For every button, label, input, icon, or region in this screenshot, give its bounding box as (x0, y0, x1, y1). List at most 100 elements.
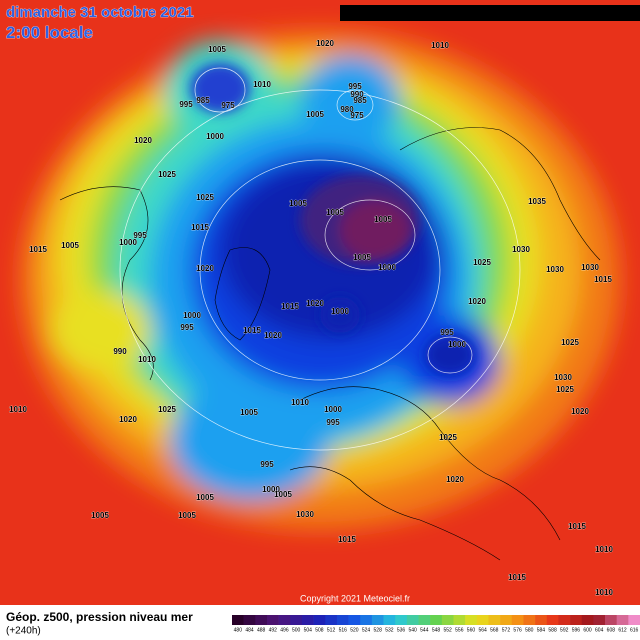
colorbar-label: 572 (502, 627, 511, 633)
isobar-label: 1010 (138, 355, 156, 364)
colorbar-label: 540 (409, 627, 418, 633)
colorbar-swatch (453, 615, 466, 625)
header-time: 2:00 locale (6, 23, 93, 42)
colorbar-swatch (301, 615, 314, 625)
footer-lead: (+240h) (6, 626, 41, 637)
colorbar-swatch (465, 615, 478, 625)
colorbar-swatch (383, 615, 396, 625)
colorbar-swatch (488, 615, 501, 625)
isobar-label: 1020 (316, 39, 334, 48)
isobars (119, 67, 521, 451)
isobar-label: 1005 (208, 45, 226, 54)
colorbar-label: 568 (490, 627, 499, 633)
isobar-label: 1030 (512, 245, 530, 254)
colorbar-swatch (255, 615, 268, 625)
isobar-label: 1005 (240, 408, 258, 417)
isobar-label: 995 (179, 100, 193, 109)
colorbar-swatch (325, 615, 338, 625)
isobar-label: 1020 (306, 299, 324, 308)
colorbar-swatch (616, 615, 629, 625)
run-box (340, 5, 640, 21)
isobar-label: 1015 (508, 573, 526, 582)
colorbar-label: 512 (327, 627, 336, 633)
isobar-label: 1030 (554, 373, 572, 382)
colorbar-label: 552 (443, 627, 452, 633)
header-date: dimanche 31 octobre 2021 (6, 4, 194, 21)
isobar-label: 1025 (158, 170, 176, 179)
colorbar-label: 584 (537, 627, 546, 633)
colorbar-label: 536 (397, 627, 406, 633)
isobar-label: 1005 (353, 253, 371, 262)
isobar-label: 995 (180, 323, 194, 332)
low-cores (190, 63, 475, 375)
colorbar-swatch (348, 615, 361, 625)
isobar-label: 1015 (191, 223, 209, 232)
isobar-label: 1010 (9, 405, 27, 414)
colorbar-label: 596 (572, 627, 581, 633)
isobar-label: 1005 (61, 241, 79, 250)
isobar-label: 1025 (561, 338, 579, 347)
isobar-label: 1010 (595, 545, 613, 554)
isobar-label: 1005 (306, 110, 324, 119)
colorbar-swatch (581, 615, 594, 625)
colorbar-swatch (441, 615, 454, 625)
isobar-label: 1005 (274, 490, 292, 499)
colorbar-label: 496 (280, 627, 289, 633)
isobar-label: 1000 (448, 340, 466, 349)
colorbar-label: 532 (385, 627, 394, 633)
colorbar-swatch (546, 615, 559, 625)
colorbar-swatch (570, 615, 583, 625)
colorbar-swatch (500, 615, 513, 625)
colorbar-swatch (523, 615, 536, 625)
colorbar-label: 516 (339, 627, 348, 633)
colorbar-swatch (313, 615, 326, 625)
isobar-label: 985 (353, 96, 367, 105)
colorbar-swatch (406, 615, 419, 625)
colorbar: 480 484 488 492 496 500 504 508 512 516 520 524 528 5… (232, 615, 640, 633)
colorbar-swatch (360, 615, 373, 625)
colorbar-label: 480 (234, 627, 243, 633)
colorbar-swatch (395, 615, 408, 625)
isobar-label: 1015 (594, 275, 612, 284)
colorbar-label: 556 (455, 627, 464, 633)
isobar-label: 995 (440, 328, 454, 337)
isobar-label: 995 (348, 82, 362, 91)
isobar-label: 1020 (119, 415, 137, 424)
colorbar-label: 592 (560, 627, 569, 633)
isobar-label: 1010 (291, 398, 309, 407)
isobar-label: 975 (350, 111, 364, 120)
isobar-label: 1005 (91, 511, 109, 520)
isobar-label: 985 (196, 96, 210, 105)
isobar-label: 995 (260, 460, 274, 469)
isobar-label: 1015 (29, 245, 47, 254)
colorbar-swatch (476, 615, 489, 625)
colorbar-swatch (605, 615, 617, 625)
isobar-label: 1025 (196, 193, 214, 202)
isobar-label: 990 (113, 347, 127, 356)
colorbar-label: 520 (350, 627, 359, 633)
colorbar-swatch (535, 615, 548, 625)
isobar-label: 1005 (374, 215, 392, 224)
isobar-label: 1020 (264, 331, 282, 340)
colorbar-label: 488 (257, 627, 266, 633)
colorbar-label: 560 (467, 627, 476, 633)
isobar-label: 1030 (546, 265, 564, 274)
isobar-label: 1025 (473, 258, 491, 267)
copyright: Copyright 2021 Meteociel.fr (300, 593, 410, 603)
colorbar-label: 564 (478, 627, 487, 633)
colorbar-label: 484 (245, 627, 254, 633)
isobar-label: 995 (326, 418, 340, 427)
coastlines (59, 127, 601, 561)
colorbar-label: 508 (315, 627, 324, 633)
isobar-label: 1010 (595, 588, 613, 597)
colorbar-swatch (336, 615, 349, 625)
isobar-label: 1015 (281, 302, 299, 311)
isobar-label: 1010 (431, 41, 449, 50)
colorbar-swatch (628, 615, 640, 625)
colorbar-label: 604 (595, 627, 604, 633)
colorbar-label: 500 (292, 627, 301, 633)
colorbar-label: 504 (304, 627, 313, 633)
colorbar-swatch (430, 615, 443, 625)
isobar-label: 1020 (446, 475, 464, 484)
colorbar-label: 492 (269, 627, 278, 633)
